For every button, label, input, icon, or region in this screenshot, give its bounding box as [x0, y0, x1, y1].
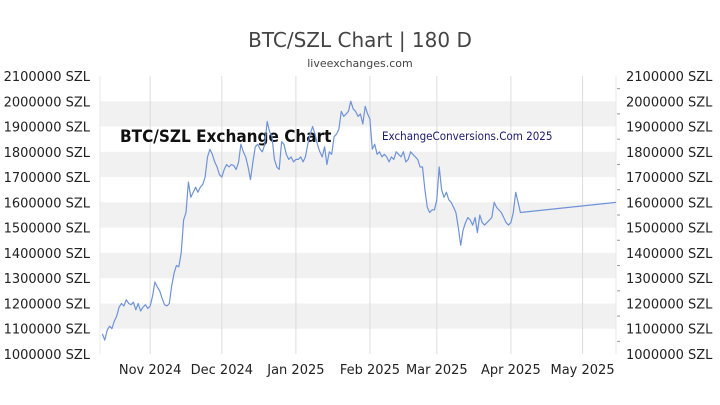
x-tick-label: Jan 2025 [266, 363, 324, 378]
y-tick-label-right: 1300000 SZL [626, 272, 713, 287]
x-tick-label: May 2025 [551, 363, 615, 378]
y-tick-label-left: 1700000 SZL [4, 171, 91, 186]
y-tick-label-left: 2100000 SZL [4, 70, 91, 85]
y-tick-label-left: 2000000 SZL [4, 95, 91, 110]
y-axis-left: 1000000 SZL 1100000 SZL 1200000 SZL 1300000… [4, 70, 91, 363]
y-tick-label-left: 1800000 SZL [4, 146, 91, 161]
x-tick-label: Apr 2025 [481, 363, 541, 378]
y-tick-label-right: 1500000 SZL [626, 222, 713, 237]
x-axis: Nov 2024 Dec 2024 Jan 2025 Feb 2025 Mar 2025… [119, 363, 615, 378]
chart-title: BTC/SZL Chart | 180 D [248, 28, 472, 52]
y-tick-label-right: 1200000 SZL [626, 297, 713, 312]
y-axis-right: 1000000 SZL 1100000 SZL 1200000 SZL 1300000… [617, 70, 713, 363]
y-tick-label-left: 1200000 SZL [4, 297, 91, 312]
background-bands [100, 101, 616, 329]
y-tick-label-right: 1600000 SZL [626, 196, 713, 211]
x-tick-label: Mar 2025 [406, 363, 468, 378]
y-tick-label-left: 1400000 SZL [4, 247, 91, 262]
x-tick-label: Feb 2025 [340, 363, 400, 378]
y-tick-label-right: 1700000 SZL [626, 171, 713, 186]
y-tick-label-right: 1000000 SZL [626, 348, 713, 363]
y-tick-label-right: 2000000 SZL [626, 95, 713, 110]
y-tick-label-left: 1600000 SZL [4, 196, 91, 211]
y-tick-label-right: 1100000 SZL [626, 323, 713, 338]
y-tick-label-left: 1000000 SZL [4, 348, 91, 363]
y-tick-label-left: 1300000 SZL [4, 272, 91, 287]
chart-subtitle: liveexchanges.com [307, 57, 412, 70]
y-tick-label-left: 1900000 SZL [4, 121, 91, 136]
grid-band [100, 252, 616, 279]
series-line [101, 100, 617, 341]
y-tick-label-right: 1900000 SZL [626, 121, 713, 136]
x-tick-label: Dec 2024 [191, 363, 253, 378]
grid-band [100, 151, 616, 178]
y-tick-label-right: 1400000 SZL [626, 247, 713, 262]
y-tick-label-left: 1100000 SZL [4, 323, 91, 338]
grid-band [100, 202, 616, 228]
y-tick-label-right: 2100000 SZL [626, 70, 713, 85]
grid-band [100, 303, 616, 329]
watermark-chart-label: BTC/SZL Exchange Chart [120, 127, 331, 147]
y-tick-label-right: 1800000 SZL [626, 146, 713, 161]
x-tick-label: Nov 2024 [119, 363, 182, 378]
y-tick-label-left: 1500000 SZL [4, 222, 91, 237]
grid-band [100, 101, 616, 127]
watermark-site-label: ExchangeConversions.Com 2025 [382, 129, 552, 143]
